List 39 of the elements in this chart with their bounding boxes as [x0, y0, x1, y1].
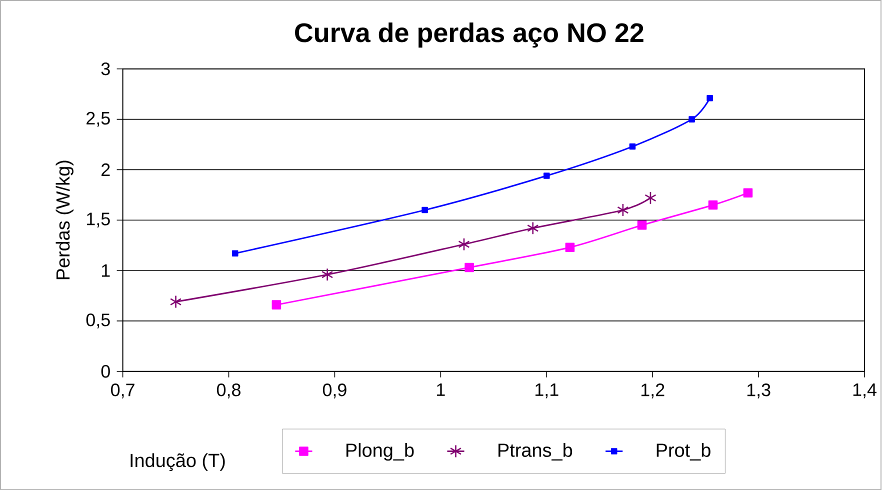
point [629, 143, 636, 150]
point [708, 200, 718, 210]
y-tick-label: 2 [102, 163, 110, 176]
x-tick-label: 0,9 [322, 383, 346, 398]
point [232, 250, 238, 256]
point [743, 188, 753, 198]
point [565, 242, 575, 252]
point [637, 220, 647, 230]
legend-label: Ptrans_b [498, 442, 572, 460]
x-tick-label: 1,4 [853, 383, 876, 398]
point [688, 116, 695, 122]
legend-label: Plong_b [346, 442, 414, 461]
point [464, 262, 474, 272]
point [272, 300, 282, 310]
y-axis-title: Perdas (W/kg) [56, 160, 74, 280]
x-axis-title: Indução (T) [130, 453, 225, 471]
x-tick-label: 1 [437, 383, 445, 396]
point [543, 172, 550, 179]
y-tick-label: 1 [102, 264, 110, 277]
point [527, 221, 539, 235]
point [617, 203, 629, 217]
y-tick-label: 3 [101, 62, 110, 76]
x-tick-label: 1,2 [641, 383, 664, 398]
point [706, 94, 713, 102]
legend-label: Prot_b [656, 442, 710, 460]
y-tick-label: 2,5 [86, 112, 110, 127]
chart-title: Curva de perdas aço NO 22 [295, 22, 644, 48]
point [644, 191, 656, 204]
y-tick-label: 0 [101, 364, 110, 378]
x-tick-label: 1,1 [536, 383, 558, 398]
point [321, 268, 334, 282]
point [422, 206, 428, 214]
x-tick-label: 0,8 [216, 383, 240, 398]
x-tick-label: 0,7 [111, 383, 134, 398]
y-tick-label: 0,5 [86, 313, 110, 328]
point [170, 295, 182, 308]
y-tick-label: 1,5 [87, 212, 110, 228]
x-tick-label: 1,3 [747, 383, 770, 398]
point [458, 238, 470, 251]
